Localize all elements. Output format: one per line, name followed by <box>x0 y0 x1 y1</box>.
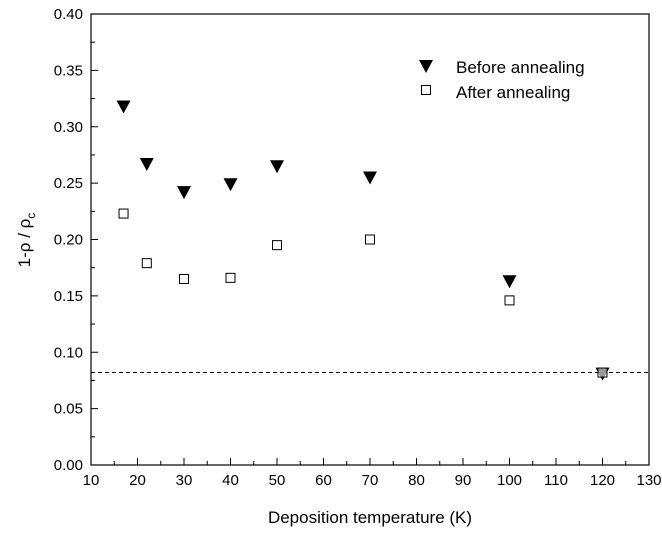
legend-label-before: Before annealing <box>456 58 585 77</box>
x-tick-label: 120 <box>590 472 615 489</box>
x-tick-label: 110 <box>544 472 568 489</box>
marker-after-annealing <box>118 208 129 219</box>
x-tick-labels: 10 20 30 40 50 60 70 80 90 100 110 120 130 <box>83 472 662 489</box>
y-tick-label: 0.05 <box>54 401 83 418</box>
x-tick-label: 10 <box>83 472 100 489</box>
marker-before-annealing <box>502 275 517 289</box>
legend-label-after: After annealing <box>456 83 570 102</box>
x-tick-label: 50 <box>269 472 286 489</box>
data-markers <box>116 100 610 381</box>
x-axis-title: Deposition temperature (K) <box>268 508 472 527</box>
marker-before-annealing <box>177 186 191 200</box>
y-tick-label: 0.35 <box>54 62 83 79</box>
x-tick-label: 70 <box>362 472 379 489</box>
y-axis-title-subscript: c <box>24 213 38 219</box>
y-tick-labels: 0.00 0.05 0.10 0.15 0.20 0.25 0.30 0.35 0.40 <box>54 6 83 474</box>
x-tick-label: 130 <box>636 472 661 489</box>
marker-before-annealing <box>363 171 377 185</box>
marker-before-annealing <box>223 178 238 192</box>
marker-before-annealing <box>270 160 284 174</box>
marker-after-annealing <box>179 273 189 284</box>
y-tick-label: 0.00 <box>54 457 83 474</box>
marker-after-annealing <box>272 240 282 251</box>
marker-after-annealing <box>141 258 152 269</box>
marker-before-annealing <box>139 157 154 171</box>
x-tick-label: 20 <box>129 472 146 489</box>
y-axis-title-base: 1-ρ / ρ <box>15 219 34 268</box>
y-axis-title: 1-ρ / ρc <box>15 213 38 268</box>
y-tick-label: 0.25 <box>54 175 83 192</box>
y-tick-label: 0.40 <box>54 6 83 23</box>
y-tick-label: 0.10 <box>54 344 83 361</box>
legend-marker-before <box>419 60 433 73</box>
marker-after-annealing <box>365 234 375 245</box>
y-tick-label: 0.20 <box>54 232 83 249</box>
legend-marker-after <box>421 85 431 95</box>
marker-after-annealing <box>225 272 236 283</box>
x-tick-label: 40 <box>222 472 239 489</box>
marker-after-annealing <box>597 367 608 378</box>
marker-before-annealing <box>116 100 131 114</box>
x-tick-label: 80 <box>408 472 425 489</box>
x-tick-label: 90 <box>455 472 472 489</box>
y-tick-label: 0.15 <box>54 288 83 305</box>
marker-after-annealing <box>504 295 515 306</box>
x-tick-label: 100 <box>497 472 522 489</box>
y-tick-label: 0.30 <box>54 119 83 136</box>
x-tick-label: 30 <box>176 472 193 489</box>
x-tick-label: 60 <box>315 472 332 489</box>
legend: Before annealing After annealing <box>419 58 585 102</box>
axis-ticks <box>90 13 650 466</box>
